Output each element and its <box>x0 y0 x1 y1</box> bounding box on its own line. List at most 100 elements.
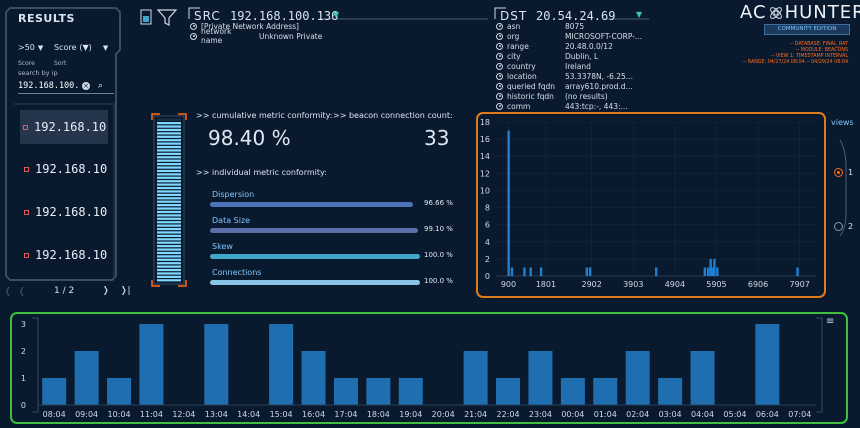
src-row: network name Unknown Private <box>190 27 322 45</box>
result-item[interactable]: 192.168.100.1 <box>24 240 110 270</box>
first-page-icon[interactable]: ❬ <box>4 287 12 297</box>
timeline-bar[interactable] <box>690 351 715 405</box>
search-box[interactable]: 192.168.100.1 × ⌕ <box>18 79 114 94</box>
plus-icon[interactable] <box>496 72 503 80</box>
histogram-bar[interactable] <box>510 267 514 276</box>
histogram-bar[interactable] <box>539 267 543 276</box>
result-item[interactable]: 192.168.100.1 <box>24 154 110 184</box>
dst-row: org MICROSOFT-CORP-... <box>496 31 642 41</box>
histogram-bar[interactable] <box>655 267 658 276</box>
histogram-bar[interactable] <box>796 267 799 276</box>
histogram-bar[interactable] <box>706 267 710 276</box>
hamburger-menu-icon[interactable]: ≡ <box>826 316 835 327</box>
y-tick-label: 14 <box>480 152 490 161</box>
gauge-segment <box>157 279 181 282</box>
timeline-panel: 0 1 2 3 08:04 09:04 10:04 11:04 12:04 13:04 14:04 1… <box>10 312 848 424</box>
histogram-bar[interactable] <box>713 258 716 276</box>
gauge-segment <box>157 159 181 162</box>
timeline-bar[interactable] <box>42 378 67 405</box>
results-panel: RESULTS >50 ▼ Score (▼) ▼ Score Sort sea… <box>4 6 122 282</box>
plus-icon[interactable] <box>496 62 503 70</box>
metrics-panel: >> cumulative metric conformity: >> beac… <box>196 110 458 290</box>
src-panel: SRC 192.168.100.136 ▼ [Private Network A… <box>188 6 488 46</box>
clear-icon[interactable]: × <box>82 82 90 90</box>
risk-indicator-icon <box>24 166 29 172</box>
histogram-bar[interactable] <box>585 267 588 276</box>
dst-key: country <box>507 61 536 71</box>
timeline-bar[interactable] <box>398 378 423 405</box>
histogram-bar[interactable] <box>529 267 532 276</box>
limit-select[interactable]: >50 ▼ <box>18 43 43 52</box>
timeline-bar[interactable] <box>301 351 326 405</box>
histogram-bar[interactable] <box>523 267 526 276</box>
result-item[interactable]: 192.168.100.1 <box>24 197 110 227</box>
histogram-bar[interactable] <box>709 258 712 276</box>
histogram-bar[interactable] <box>711 267 714 276</box>
histogram-bar[interactable] <box>716 267 719 276</box>
src-filter-icon[interactable]: ▼ <box>333 10 340 19</box>
timeline-bar[interactable] <box>204 324 229 405</box>
timeline-bar[interactable] <box>107 378 132 405</box>
timeline-bar[interactable] <box>625 351 650 405</box>
plus-icon[interactable] <box>190 22 197 30</box>
search-icon[interactable]: ⌕ <box>98 81 104 91</box>
info-line: -- RANGE: 04/27/24 08:04 -- 04/29/24 08:… <box>742 60 848 65</box>
metric-name: Data Size <box>212 216 251 225</box>
timeline-bar[interactable] <box>139 324 164 405</box>
metric-row: Connections 100.0 % <box>210 268 460 288</box>
search-input[interactable]: 192.168.100.1 <box>18 81 80 91</box>
timeline-bar[interactable] <box>463 351 488 405</box>
plus-icon[interactable] <box>496 92 503 100</box>
dst-filter-icon[interactable]: ▼ <box>636 10 643 19</box>
timeline-bar[interactable] <box>755 324 780 405</box>
plus-icon[interactable] <box>496 82 503 90</box>
prev-page-icon[interactable]: ❬ <box>18 287 26 297</box>
x-tick-label: 04:04 <box>691 410 714 419</box>
next-page-icon[interactable]: ❭ <box>102 286 110 296</box>
timeline-bar[interactable] <box>528 351 553 405</box>
timeline-bar[interactable] <box>74 351 99 405</box>
toolbar-icons <box>140 8 182 32</box>
result-ip: 192.168.100.1 <box>34 120 106 134</box>
cumulative-value: 98.40 % <box>208 126 291 150</box>
plus-icon[interactable] <box>496 32 503 40</box>
timeline-bar[interactable] <box>269 324 294 405</box>
cumulative-gauge <box>150 112 188 288</box>
histogram-bar[interactable] <box>703 267 707 276</box>
gauge-segment <box>157 262 181 265</box>
timeline-bar[interactable] <box>593 378 618 405</box>
x-tick-label: 17:04 <box>334 410 357 419</box>
dst-row: historic fqdn (no results) <box>496 91 642 101</box>
timeline-bar[interactable] <box>658 378 683 405</box>
histogram-bar[interactable] <box>588 267 592 276</box>
timeline-bar[interactable] <box>560 378 585 405</box>
dst-key: comm <box>507 101 531 111</box>
view-option-label: 1 <box>848 168 854 177</box>
plus-icon[interactable] <box>190 32 197 40</box>
plus-icon[interactable] <box>496 42 503 50</box>
x-tick-label: 19:04 <box>399 410 422 419</box>
timeline-bar[interactable] <box>496 378 521 405</box>
dst-key: queried fqdn <box>507 81 555 91</box>
gauge-segment <box>157 149 181 152</box>
plus-icon[interactable] <box>496 102 503 110</box>
sort-select[interactable]: Score (▼) ▼ <box>54 43 108 52</box>
x-tick-label: 16:04 <box>302 410 325 419</box>
x-tick-label: 5905 <box>706 280 726 289</box>
plus-icon[interactable] <box>496 22 503 30</box>
cumulative-gauge-svg <box>151 113 187 287</box>
result-item-selected[interactable]: 192.168.100.1 <box>20 110 108 144</box>
count-value: 33 <box>424 126 450 150</box>
view-option-2[interactable]: 2 <box>834 222 853 231</box>
gauge-segment <box>157 248 181 251</box>
last-page-icon[interactable]: ❭| <box>120 286 131 296</box>
histogram-bar[interactable] <box>507 130 510 276</box>
plus-icon[interactable] <box>496 52 503 60</box>
timeline-bar[interactable] <box>366 378 391 405</box>
view-option-1[interactable]: 1 <box>834 168 853 177</box>
x-tick-label: 14:04 <box>237 410 260 419</box>
export-icon[interactable] <box>140 8 152 26</box>
timeline-bar[interactable] <box>333 378 358 405</box>
y-tick-label: 10 <box>480 186 490 195</box>
filter-icon[interactable] <box>156 8 178 26</box>
